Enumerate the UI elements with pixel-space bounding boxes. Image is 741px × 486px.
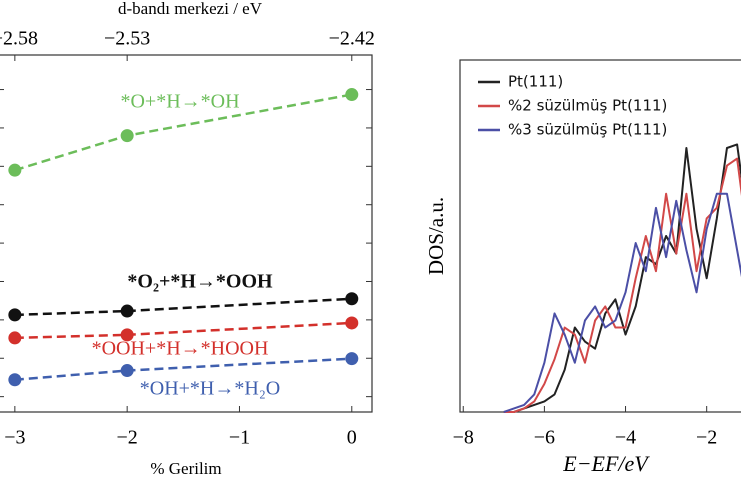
legend-label: %3 süzülmüş Pt(111) — [508, 121, 667, 139]
x-tick-label: −6 — [534, 427, 555, 449]
data-point — [120, 328, 134, 342]
x-tick-label: −1 — [229, 427, 250, 449]
top-tick-label: −2.53 — [104, 28, 150, 50]
data-point — [120, 304, 134, 318]
top-tick-label: −2.42 — [329, 28, 375, 50]
series-line — [14, 297, 352, 317]
x-tick-label: −8 — [453, 427, 474, 449]
series-annotation: *OH+*H→*H₂O — [140, 378, 280, 400]
data-point — [345, 88, 359, 102]
data-point — [345, 352, 359, 366]
data-point — [8, 373, 22, 387]
plot-frame — [0, 54, 373, 413]
series-annotation: *OOH+*H→*HOOH — [92, 338, 269, 360]
x-tick-label: −2 — [696, 427, 717, 449]
series-line — [503, 157, 741, 413]
data-point — [345, 316, 359, 330]
series-line — [14, 357, 352, 382]
plot-frame — [459, 59, 741, 413]
data-point — [120, 129, 134, 143]
series-line — [503, 143, 741, 413]
x-tick-label: 0 — [347, 427, 357, 449]
series-annotation: *O₂+*H→*OOH — [127, 271, 273, 293]
legend-label: %2 süzülmüş Pt(111) — [508, 97, 667, 115]
x-axis-title: % Gerilim — [150, 459, 221, 478]
x-tick-label: −4 — [615, 427, 636, 449]
y-axis-title: DOS/a.u. — [424, 197, 448, 275]
data-point — [8, 331, 22, 345]
x-tick-label: −3 — [4, 427, 25, 449]
data-point — [345, 292, 359, 306]
series-line — [503, 192, 741, 413]
legend-label: Pt(111) — [508, 73, 563, 91]
series-line — [14, 321, 352, 340]
series-annotation: *O+*H→*OH — [120, 91, 239, 113]
top-tick-label: −2.58 — [0, 28, 38, 50]
data-point — [120, 364, 134, 378]
top-axis-title: d-bandı merkezi / eV — [118, 0, 263, 18]
x-axis-title: E−EF/eV — [562, 451, 650, 476]
data-point — [8, 308, 22, 322]
x-tick-label: −2 — [117, 427, 138, 449]
data-point — [8, 163, 22, 177]
